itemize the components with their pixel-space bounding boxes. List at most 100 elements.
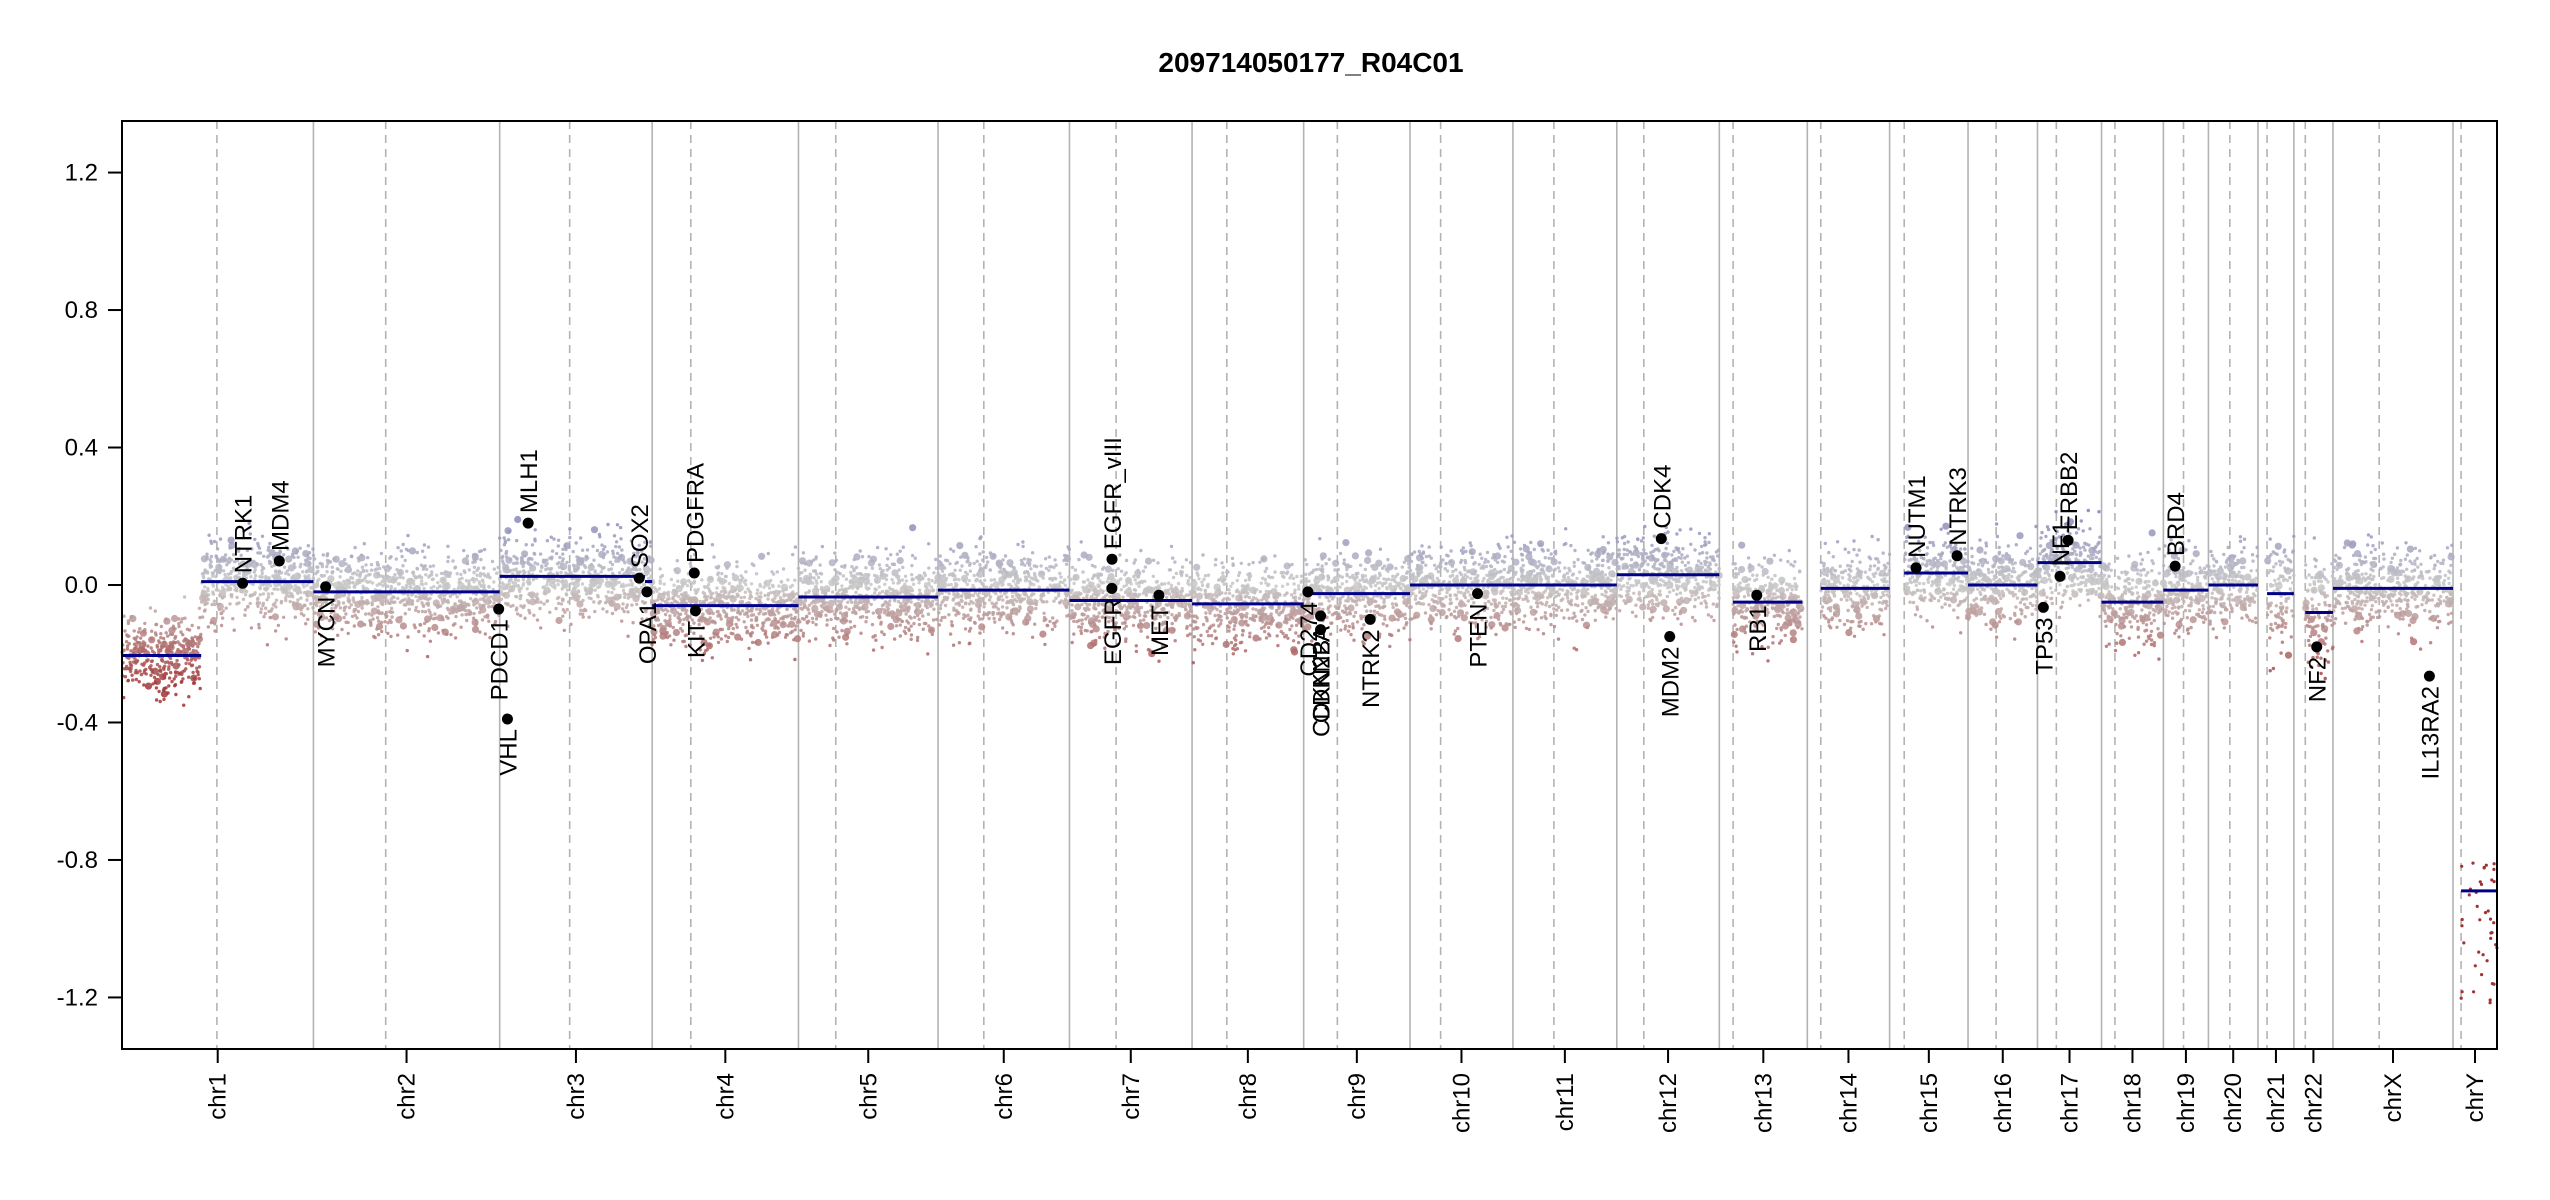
probe-point <box>917 588 922 592</box>
probe-point <box>1048 565 1052 569</box>
probe-point <box>318 561 322 566</box>
probe-point <box>864 566 868 570</box>
probe-point <box>1221 565 1226 569</box>
probe-point <box>904 612 908 616</box>
probe-point <box>446 559 450 564</box>
probe-point <box>491 594 500 602</box>
probe-point <box>846 586 851 590</box>
probe-point <box>1077 557 1081 562</box>
probe-point <box>140 649 145 653</box>
probe-point <box>350 614 355 619</box>
probe-point <box>464 579 469 583</box>
probe-point <box>301 570 305 574</box>
probe-point <box>1081 585 1085 589</box>
probe-point <box>1233 616 1237 621</box>
probe-point <box>842 617 847 621</box>
probe-point <box>145 658 149 663</box>
probe-point <box>519 594 523 598</box>
probe-point <box>955 591 959 595</box>
probe-point <box>272 587 276 591</box>
probe-point <box>615 551 620 555</box>
probe-point <box>703 585 707 590</box>
probe-point <box>614 582 618 586</box>
probe-point <box>245 569 249 573</box>
probe-point <box>816 575 821 580</box>
probe-point <box>383 578 387 583</box>
probe-point <box>385 610 389 614</box>
probe-point <box>142 683 146 687</box>
probe-point <box>735 564 739 569</box>
probe-point <box>1105 580 1110 584</box>
probe-point <box>425 619 429 624</box>
probe-point <box>197 641 201 646</box>
probe-point <box>954 577 958 581</box>
probe-point <box>1043 642 1047 647</box>
probe-point <box>265 643 270 647</box>
probe-point <box>136 630 141 634</box>
probe-point <box>134 677 138 682</box>
probe-point <box>304 590 313 598</box>
probe-point <box>1186 579 1191 583</box>
probe-point <box>260 534 265 538</box>
probe-point <box>180 679 184 684</box>
probe-point <box>495 571 499 575</box>
probe-point <box>522 554 527 558</box>
probe-point <box>482 599 487 603</box>
probe-point <box>1231 563 1235 568</box>
probe-point <box>1041 593 1045 597</box>
probe-point <box>285 555 293 563</box>
probe-point <box>164 672 169 676</box>
probe-point <box>1041 576 1045 580</box>
probe-point <box>1092 588 1096 593</box>
probe-point <box>407 607 411 611</box>
probe-point <box>448 611 452 615</box>
probe-point <box>343 557 347 562</box>
probe-point <box>940 600 944 605</box>
probe-point <box>264 606 268 610</box>
probe-point <box>271 554 276 558</box>
probe-point <box>435 573 439 577</box>
probe-point <box>1289 593 1294 597</box>
probe-point <box>224 606 228 610</box>
probe-point <box>960 599 964 603</box>
probe-point <box>911 577 915 582</box>
probe-point <box>1222 578 1226 582</box>
probe-point <box>1275 621 1283 629</box>
probe-point <box>1243 584 1251 592</box>
probe-point <box>760 626 764 631</box>
probe-point <box>285 593 289 598</box>
probe-point <box>934 557 938 562</box>
probe-point <box>476 566 481 570</box>
probe-point <box>600 543 604 547</box>
probe-point <box>1247 578 1252 582</box>
probe-point <box>835 581 840 586</box>
probe-point <box>1192 578 1197 583</box>
probe-point <box>369 562 374 567</box>
probe-point <box>1013 571 1018 576</box>
probe-point <box>380 611 384 615</box>
probe-point <box>1069 577 1073 582</box>
probe-point <box>521 583 525 587</box>
probe-point <box>597 601 601 605</box>
probe-point <box>320 602 325 606</box>
probe-point <box>259 610 263 615</box>
probe-point <box>680 600 684 604</box>
probe-point <box>910 553 915 558</box>
probe-point <box>983 578 987 582</box>
probe-point <box>1014 612 1019 616</box>
probe-point <box>860 555 865 559</box>
probe-point <box>505 603 510 607</box>
probe-point <box>669 643 673 647</box>
probe-point <box>1156 561 1160 565</box>
probe-point <box>1170 589 1175 593</box>
probe-point <box>200 555 208 563</box>
probe-point <box>296 587 300 591</box>
probe-point <box>904 631 908 636</box>
probe-point <box>1040 571 1044 576</box>
probe-point <box>478 610 482 615</box>
probe-point <box>963 627 968 631</box>
probe-point <box>834 558 839 562</box>
probe-point <box>801 631 806 635</box>
probe-point <box>248 594 252 598</box>
probe-point <box>511 580 515 585</box>
